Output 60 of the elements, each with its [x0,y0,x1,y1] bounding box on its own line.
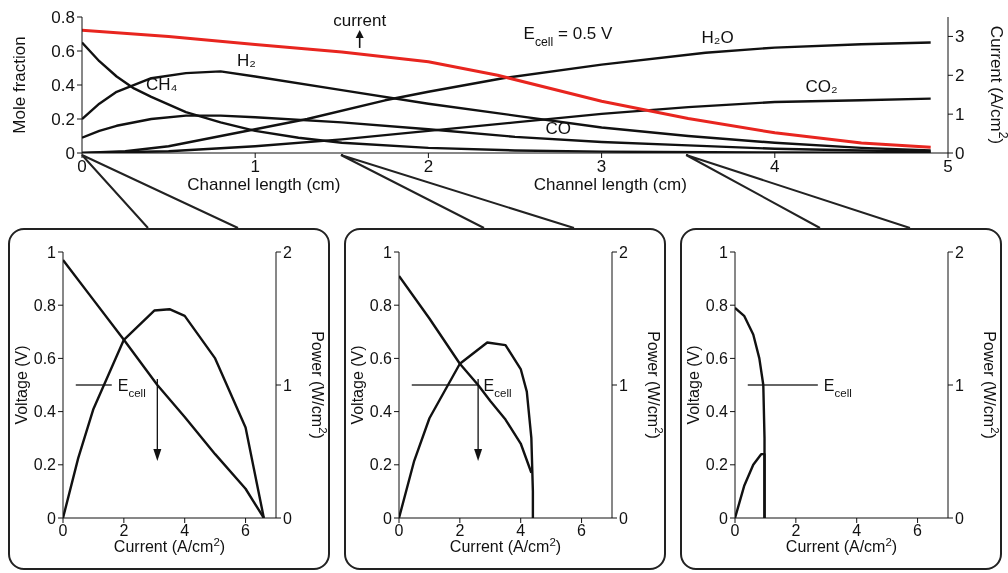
y-tick-label: 0.4 [705,403,729,421]
x-axis-title: Channel length (cm) [187,174,341,194]
y-tick-label: 0.8 [33,296,57,314]
y-tick-label: 0.8 [51,8,75,28]
y2-tick-label: 1 [619,376,628,394]
y-axis-title: Voltage (V) [13,345,31,425]
y-axis-title: Mole fraction [10,36,30,134]
series-label: H₂O [701,27,734,47]
y-tick-label: 1 [383,243,393,261]
y-tick-label: 0.2 [369,456,393,474]
y2-tick-label: 3 [955,27,965,47]
y2-tick-label: 0 [619,509,628,527]
y-tick-label: 0.2 [33,456,57,474]
y-tick-label: 0.8 [369,296,393,314]
y-axis-title: Voltage (V) [349,345,367,425]
y-tick-label: 1 [719,243,729,261]
annotation: E$_{cell}$ = 0.5 V [523,24,614,49]
y-tick-label: 0.6 [369,350,393,368]
y2-tick-label: 2 [955,66,965,86]
x-tick-label: 6 [913,522,923,540]
x-tick-label: 1 [250,157,260,177]
y-tick-label: 0.4 [51,76,75,96]
y-tick-label: 0.6 [33,350,57,368]
y-tick-label: 0.8 [705,296,729,314]
series-label: current [333,10,387,30]
series-label: CO₂ [805,77,838,97]
y2-tick-label: 0 [955,509,964,527]
y2-tick-label: 1 [283,376,292,394]
text: Channel length (cm) [533,174,687,194]
y-tick-label: 0.6 [705,350,729,368]
y2-tick-label: 2 [955,243,964,261]
y2-tick-label: 1 [955,105,965,125]
y2-tick-label: 2 [619,243,628,261]
series-label: H₂ [237,51,256,71]
y-tick-label: 0.4 [33,403,57,421]
y-tick-label: 0.2 [705,456,729,474]
x-tick-label: 3 [596,157,607,177]
y-axis-title: Voltage (V) [685,345,703,425]
x-tick-label: 6 [577,522,587,540]
y2-tick-label: 0 [283,509,292,527]
y-tick-label: 0 [47,509,57,527]
y-tick-label: 0 [383,509,393,527]
x-tick-label: 0 [394,522,404,540]
x-tick-label: 6 [241,522,251,540]
y2-tick-label: 1 [955,376,964,394]
y-tick-label: 0.4 [369,403,393,421]
x-tick-label: 2 [423,157,434,177]
y2-tick-label: 2 [283,243,292,261]
y2-tick-label: 0 [955,144,965,164]
x-tick-label: 0 [730,522,740,540]
y-tick-label: 0.6 [51,42,75,62]
x-tick-label: 5 [943,157,953,177]
ref-line-label: E$_{cell}$ [823,377,852,399]
y-tick-label: 0 [719,509,729,527]
y-tick-label: 1 [47,243,57,261]
ref-line-label: E$_{cell}$ [483,377,512,399]
y-tick-label: 0 [65,144,75,164]
y-tick-label: 0.2 [51,110,75,130]
ref-line-label: E$_{cell}$ [117,377,146,399]
x-tick-label: 4 [770,157,780,177]
